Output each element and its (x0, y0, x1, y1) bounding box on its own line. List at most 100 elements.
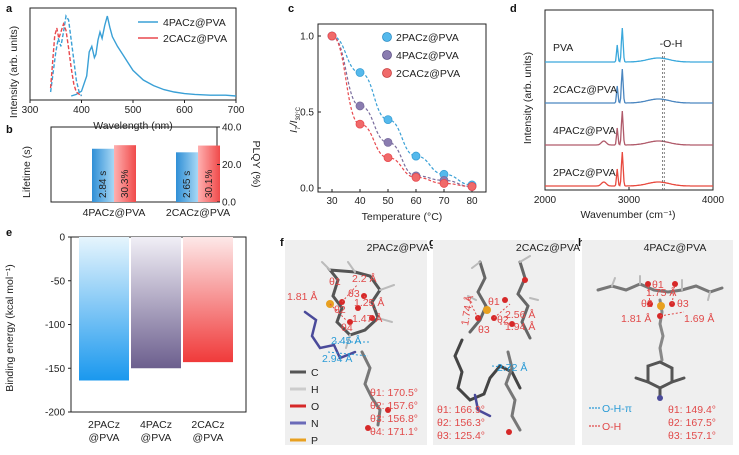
e-xcat-line2: @PVA (89, 432, 120, 444)
panel-b-ylabel-right: PLQY (%) (250, 140, 262, 187)
panel-b-xcat-1: 4PACz@PVA (83, 207, 146, 219)
c-point (355, 101, 365, 111)
angle-value: θ4: 171.1° (370, 426, 418, 438)
panel-b-ylabel-left: Lifetime (s) (21, 146, 33, 198)
panel-g: g 2CACz@PVA 1.74 Å 2.56 Å 1.94 Å θ1 θ2 θ… (429, 237, 580, 445)
f-dist-blue-2: 2.94 Å (322, 352, 352, 365)
legend-oh: O-H (602, 421, 621, 433)
legend-label-4pacz: 4PACz@PVA (163, 17, 226, 29)
c-xtick-label: 50 (382, 196, 394, 207)
e-ytick-label: -100 (45, 320, 65, 331)
atom-legend-label: P (311, 435, 318, 447)
g-dist-2: 2.56 Å (505, 308, 535, 321)
panel-a-xlabel: Wavelength (nm) (93, 120, 173, 132)
c-point (327, 31, 337, 41)
atom-legend-label: N (311, 418, 319, 430)
panel-a-curves (49, 14, 237, 97)
angle-value: θ1: 149.4° (668, 404, 716, 416)
h-dist-2: 1.81 Å (621, 312, 651, 325)
g-dist-3: 1.94 Å (505, 320, 535, 333)
spectrum-label-2pacz: 2PACz@PVA (553, 167, 616, 179)
f-dist-2: 2.2 Å (352, 272, 377, 285)
legend-c-4pacz: 4PACz@PVA (396, 50, 459, 62)
c-ytick-label: 0.0 (300, 184, 314, 195)
panel-g-background (433, 240, 575, 445)
molecule-g-structure (453, 255, 539, 435)
g-theta1-label: θ1 (488, 296, 500, 308)
d-xtick-label: 3000 (618, 195, 641, 206)
panel-c-xlabel: Temperature (°C) (362, 211, 443, 223)
f-dist-1: 1.81 Å (287, 290, 317, 303)
c-point (355, 68, 365, 77)
e-xcat-line1: 4PACz (140, 419, 172, 431)
binding-energy-bar (79, 237, 129, 381)
hbond-lines-g (467, 297, 515, 369)
c-ytick-label: 0.5 (300, 108, 314, 119)
f-dist-3: 1.25 Å (354, 296, 384, 309)
molecule-f-structure (303, 261, 395, 431)
lifetime-bar (176, 152, 198, 202)
panel-h-angles: θ1: 149.4°θ2: 167.5°θ3: 157.1° (668, 404, 716, 442)
h-theta2-label: θ2 (641, 298, 653, 310)
legend-c-2pacz: 2PACz@PVA (396, 32, 459, 44)
c-point (383, 137, 393, 147)
b-ytick-label: 0.0 (222, 198, 236, 209)
ylabel-sub-t: T (296, 125, 302, 130)
binding-energy-bar (183, 237, 233, 363)
angle-value: θ3: 157.1° (668, 430, 716, 442)
d-spectrum-1 (545, 68, 713, 104)
panel-e-yticks: 0 -50 -100 -150 -200 (45, 233, 71, 419)
panel-a-ylabel: Intensity (arb. units) (8, 26, 20, 118)
d-xtick-label: 4000 (702, 195, 725, 206)
panel-letter-d: d (510, 3, 517, 15)
panel-b-yticks-right: 0.0 20.0 40.0 (217, 123, 242, 209)
panel-f-angles: θ1: 170.5°θ2: 157.6°θ3: 156.8°θ4: 171.1° (370, 387, 418, 438)
panel-b-bars: 2.84 s 30.3% 2.65 s 30.1% (92, 145, 220, 202)
d-spectrum-3 (545, 151, 713, 187)
panel-c-legend: 2PACz@PVA 4PACz@PVA 2CACz@PVA (382, 32, 460, 80)
lifetime-value-label: 2.65 s (182, 171, 193, 198)
e-xcat-line1: 2CACz (191, 419, 224, 431)
c-xtick-label: 40 (354, 196, 366, 207)
panel-a-curve-2 (49, 21, 82, 97)
panel-d: d Intensity (arb. units) 2000 3000 4000 -O… (510, 3, 725, 221)
panel-c-xticks: 30 40 50 60 70 80 (326, 189, 478, 207)
angle-value: θ2: 156.3° (437, 417, 485, 429)
e-ytick-label: -50 (51, 276, 66, 287)
angle-value: θ2: 157.6° (370, 400, 418, 412)
panel-c-frame (317, 23, 487, 193)
panel-d-ylabel: Intensity (arb. units) (522, 52, 534, 144)
ylabel-mid: /I (288, 120, 300, 127)
plqy-bar (198, 145, 220, 202)
c-xtick-label: 70 (438, 196, 450, 207)
e-ytick-label: -200 (45, 408, 65, 419)
a-xtick-label: 300 (22, 105, 39, 116)
panel-e-ylabel: Binding energy (kcal mol⁻¹) (4, 264, 16, 392)
e-xcat-line2: @PVA (141, 432, 172, 444)
panel-c-yticks: 0.0 0.5 1.0 (300, 32, 321, 195)
ylabel-sub-30: 30°C (296, 106, 302, 120)
plqy-bar (114, 145, 136, 202)
panel-e: e Binding energy (kcal mol⁻¹) 0 -50 -100 -1… (4, 227, 247, 444)
panel-letter-h: h (578, 237, 585, 249)
angle-value: θ1: 166.9° (437, 404, 485, 416)
panel-a-xticks: 300 400 500 600 700 (22, 100, 245, 116)
panel-c-ylabel: IT/I30°C (288, 106, 302, 133)
panel-g-angles: θ1: 166.9°θ2: 156.3°θ3: 125.4° (437, 404, 485, 442)
hbond-lines-h (647, 283, 685, 317)
panel-d-frame (544, 9, 714, 191)
panel-d-xticks: 2000 3000 4000 (534, 187, 725, 206)
panel-h: h 4PACz@PVA 1.75 Å 1.81 Å 1.69 Å θ1 θ2 θ… (578, 237, 733, 445)
f-theta4-label: θ4 (341, 322, 353, 334)
f-dist-4: 1.47 Å (352, 312, 382, 325)
panel-letter-f: f (280, 237, 284, 249)
panel-f: f 2PACz@PVA 2.2 Å 1.81 Å 1.25 Å 1.47 Å θ… (280, 237, 429, 447)
c-point (355, 119, 365, 129)
c-ytick-label: 1.0 (300, 32, 314, 43)
e-xcat-line2: @PVA (193, 432, 224, 444)
plqy-value-label: 30.3% (120, 170, 131, 198)
spectrum-label-4pacz: 4PACz@PVA (553, 125, 616, 137)
h-theta3-label: θ3 (677, 298, 689, 310)
spectrum-label-pva: PVA (553, 42, 573, 54)
